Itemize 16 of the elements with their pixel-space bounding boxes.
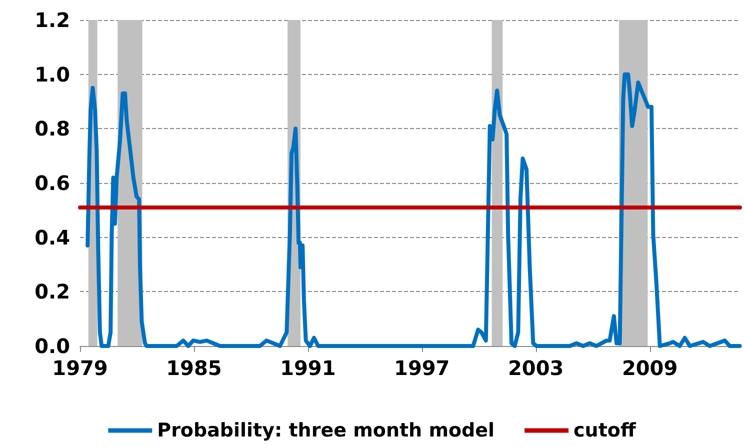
x-tick-label: 2003 — [508, 356, 564, 380]
y-tick-label: 0.2 — [34, 280, 70, 304]
legend-label: Probability: three month model — [157, 420, 495, 442]
x-tick-label: 2009 — [622, 356, 678, 380]
y-tick-label: 0.0 — [34, 334, 70, 358]
x-tick-label: 1985 — [166, 356, 222, 380]
y-tick-label: 0.8 — [34, 116, 70, 141]
y-tick-label: 0.6 — [34, 171, 70, 195]
y-tick-label: 0.4 — [34, 225, 70, 250]
x-tick-label: 1991 — [280, 356, 336, 380]
line-series — [86, 72, 742, 348]
x-tick-label: 1997 — [394, 356, 450, 380]
x-tick-label: 1979 — [52, 356, 108, 380]
y-tick-label: 1.0 — [34, 62, 70, 86]
y-tick-label: 1.2 — [34, 8, 70, 32]
legend-label: cutoff — [574, 420, 636, 442]
